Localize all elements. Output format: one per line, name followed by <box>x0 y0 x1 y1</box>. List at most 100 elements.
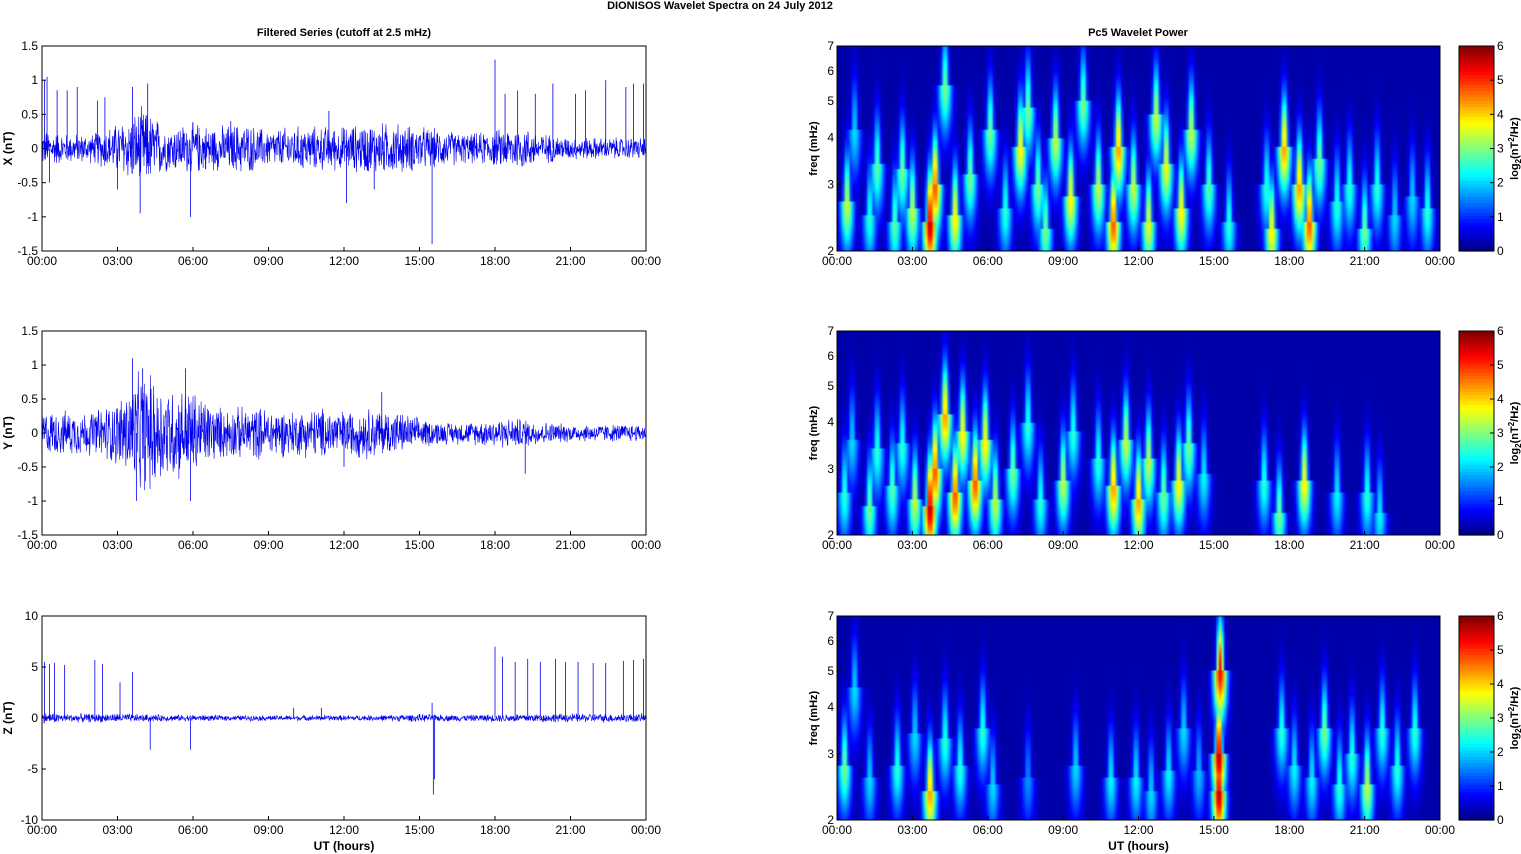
y-axis-label: freq (mHz) <box>808 405 820 460</box>
colorbar-swatch <box>1459 660 1494 665</box>
colorbar-swatch <box>1459 695 1494 700</box>
colorbar-swatch <box>1459 122 1494 127</box>
spectrum-xtick-label: 06:00 <box>973 538 1003 552</box>
spectrum-xtick-label: 18:00 <box>1274 538 1304 552</box>
ytick-label: -1.5 <box>17 528 38 542</box>
colorbar-swatch <box>1459 631 1494 636</box>
ytick-label: -1 <box>27 210 38 224</box>
colorbar-label-part: /Hz) <box>1509 401 1521 422</box>
series-xtick-label: 21:00 <box>555 254 585 268</box>
series-xtick-label: 21:00 <box>555 538 585 552</box>
figure-suptitle: DIONISOS Wavelet Spectra on 24 July 2012 <box>607 0 833 12</box>
colorbar-swatch <box>1459 638 1494 643</box>
colorbar-tick-label: 5 <box>1497 358 1504 372</box>
colorbar-swatch <box>1459 670 1494 674</box>
colorbar-swatch <box>1459 350 1494 354</box>
colorbar-swatch <box>1459 74 1494 79</box>
series-xtick-label: 15:00 <box>404 823 434 837</box>
colorbar-swatch <box>1459 791 1494 796</box>
colorbar-swatch <box>1459 68 1494 73</box>
colorbar-swatch <box>1459 362 1494 367</box>
wavelet-power-map <box>837 616 1440 820</box>
colorbar-swatch <box>1459 635 1494 639</box>
colorbar-swatch <box>1459 331 1494 335</box>
y-axis-label: freq (mHz) <box>808 121 820 176</box>
series-xtick-label: 03:00 <box>102 538 132 552</box>
colorbar-tick-label: 3 <box>1497 711 1504 725</box>
series-xtick-label: 15:00 <box>404 538 434 552</box>
colorbar-swatch <box>1459 487 1494 491</box>
spectrum-xtick-label: 12:00 <box>1123 254 1153 268</box>
colorbar-swatch <box>1459 366 1494 370</box>
colorbar-swatch <box>1459 490 1494 495</box>
colorbar-swatch <box>1459 522 1494 527</box>
ytick-label: -0.5 <box>17 460 38 474</box>
colorbar-swatch <box>1459 167 1494 172</box>
colorbar-swatch <box>1459 110 1494 114</box>
colorbar-swatch <box>1459 81 1494 86</box>
colorbar-swatch <box>1459 78 1494 82</box>
colorbar-swatch <box>1459 471 1494 476</box>
colorbar-swatch <box>1459 692 1494 697</box>
colorbar-tick-label: 4 <box>1497 107 1504 121</box>
colorbar-swatch <box>1459 334 1494 338</box>
colorbar-swatch <box>1459 225 1494 230</box>
colorbar-swatch <box>1459 439 1494 444</box>
colorbar-swatch <box>1459 442 1494 447</box>
colorbar-swatch <box>1459 407 1494 412</box>
colorbar-swatch <box>1459 359 1494 364</box>
colorbar-swatch <box>1459 644 1494 649</box>
colorbar-label-part: /Hz) <box>1509 117 1521 138</box>
series-xtick-label: 00:00 <box>631 538 661 552</box>
colorbar-swatch <box>1459 759 1494 764</box>
colorbar-swatch <box>1459 433 1494 437</box>
colorbar-swatch <box>1459 158 1494 162</box>
colorbar-swatch <box>1459 705 1494 710</box>
colorbar-swatch <box>1459 781 1494 786</box>
colorbar-swatch <box>1459 499 1494 504</box>
colorbar-swatch <box>1459 702 1494 706</box>
colorbar-swatch <box>1459 775 1494 780</box>
colorbar-swatch <box>1459 103 1494 108</box>
colorbar-swatch <box>1459 528 1494 533</box>
colorbar-swatch <box>1459 740 1494 745</box>
colorbar-tick-label: 2 <box>1497 176 1504 190</box>
colorbar-swatch <box>1459 503 1494 507</box>
ytick-label: 2 <box>827 244 834 258</box>
ytick-label: -1.5 <box>17 244 38 258</box>
colorbar-swatch <box>1459 807 1494 812</box>
series-xtick-label: 09:00 <box>253 254 283 268</box>
colorbar-swatch <box>1459 797 1494 802</box>
ytick-label: 4 <box>827 131 834 145</box>
ytick-label: 3 <box>827 747 834 761</box>
colorbar-swatch <box>1459 506 1494 511</box>
colorbar-swatch <box>1459 218 1494 223</box>
colorbar-swatch <box>1459 496 1494 501</box>
colorbar-swatch <box>1459 346 1494 351</box>
series-xtick-label: 00:00 <box>631 823 661 837</box>
colorbar-swatch <box>1459 343 1494 348</box>
colorbar-swatch <box>1459 531 1494 536</box>
colorbar-label-part: 2 <box>1507 137 1516 142</box>
spectrum-xtick-label: 00:00 <box>822 254 852 268</box>
colorbar-swatch <box>1459 244 1494 249</box>
colorbar-label-part: (nT <box>1509 426 1521 443</box>
y-axis-label: Y (nT) <box>1 416 15 450</box>
colorbar-swatch <box>1459 628 1494 633</box>
ytick-label: 1 <box>31 358 38 372</box>
colorbar-swatch <box>1459 711 1494 716</box>
colorbar-swatch <box>1459 100 1494 105</box>
colorbar-swatch <box>1459 730 1494 735</box>
colorbar-swatch <box>1459 228 1494 233</box>
colorbar-swatch <box>1459 679 1494 684</box>
colorbar-tick-label: 2 <box>1497 460 1504 474</box>
left-column-title: Filtered Series (cutoff at 2.5 mHz) <box>257 27 432 39</box>
colorbar-swatch <box>1459 222 1494 226</box>
series-xtick-label: 03:00 <box>102 823 132 837</box>
colorbar-label: log2(nT2/Hz) <box>1507 686 1521 749</box>
ytick-label: 5 <box>827 94 834 108</box>
colorbar-swatch <box>1459 663 1494 668</box>
colorbar-swatch <box>1459 382 1494 386</box>
colorbar-swatch <box>1459 743 1494 748</box>
